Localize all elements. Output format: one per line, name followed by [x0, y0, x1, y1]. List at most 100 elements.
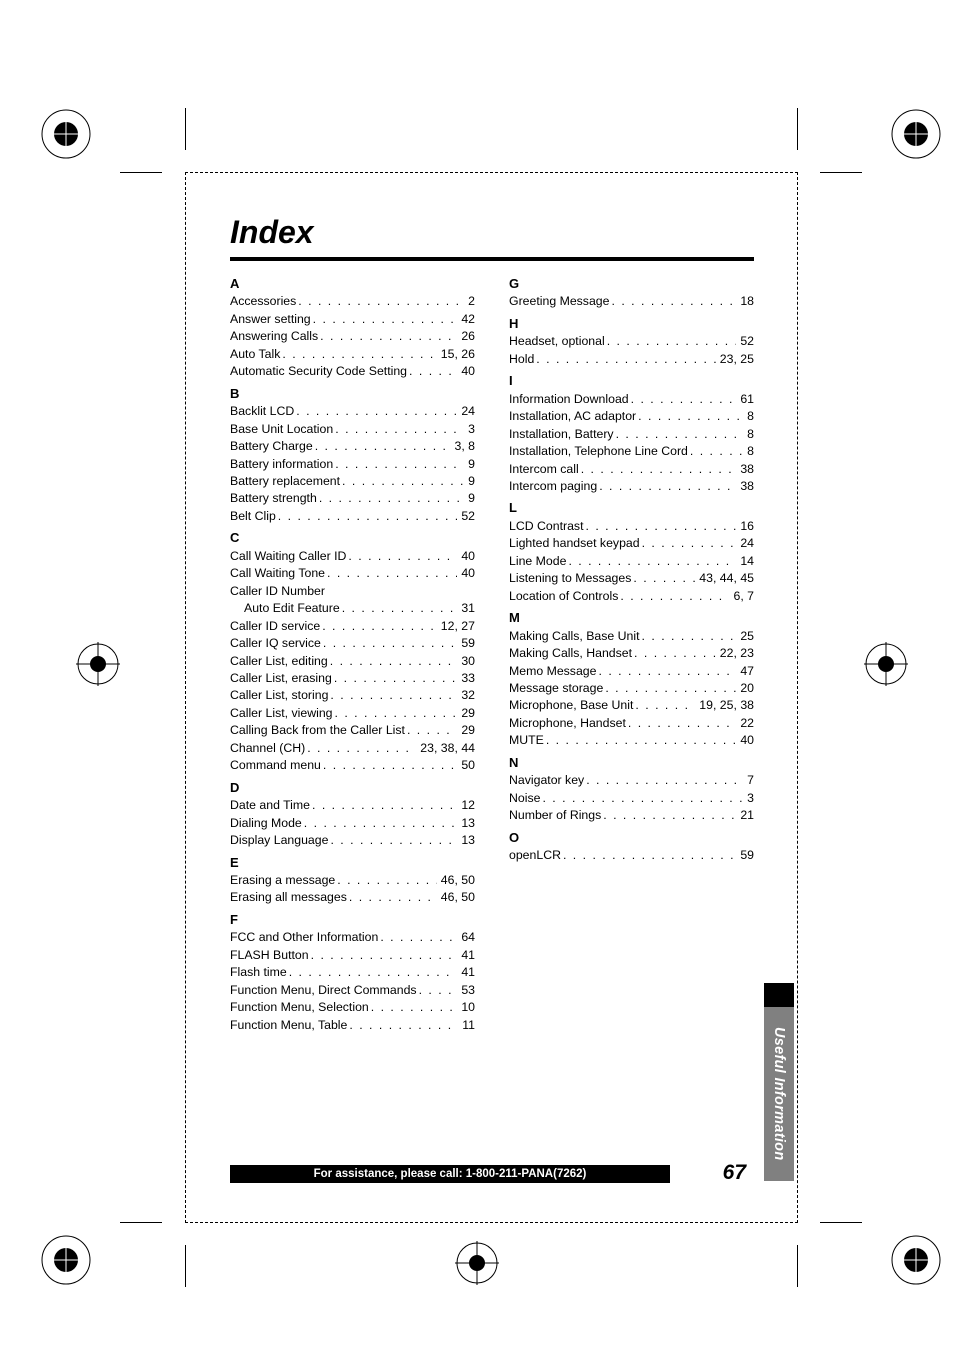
index-leader-dots	[305, 740, 416, 752]
index-entry-pages: 38	[740, 478, 754, 495]
index-section-header: H	[509, 315, 754, 333]
index-entry: Display Language13	[230, 832, 475, 849]
index-entry-pages: 15, 26	[441, 346, 475, 363]
index-entry-pages: 59	[740, 847, 754, 864]
index-leader-dots	[320, 618, 437, 630]
registration-mark-bottom-right	[890, 1234, 942, 1286]
index-leader-dots	[605, 333, 737, 345]
index-leader-dots	[596, 663, 736, 675]
index-leader-dots	[632, 645, 716, 657]
index-entry-label: Command menu	[230, 757, 321, 774]
index-entry-pages: 46, 50	[441, 872, 475, 889]
index-entry-pages: 6, 7	[733, 588, 754, 605]
index-leader-dots	[584, 772, 743, 784]
index-entry-pages: 46, 50	[441, 889, 475, 906]
registration-mark-mid-right	[862, 640, 910, 688]
index-entry: Belt Clip52	[230, 508, 475, 525]
crop-mark	[120, 172, 162, 173]
index-entry-pages: 23, 38, 44	[420, 740, 475, 757]
index-leader-dots	[407, 363, 457, 375]
index-entry: Caller ID Number	[230, 583, 475, 600]
index-entry-label: Channel (CH)	[230, 740, 305, 757]
index-entry: Line Mode14	[509, 553, 754, 570]
crop-mark	[797, 108, 798, 150]
index-entry-label: Listening to Messages	[509, 570, 631, 587]
index-leader-dots	[296, 293, 464, 305]
index-section-header: M	[509, 609, 754, 627]
index-entry-label: Memo Message	[509, 663, 596, 680]
index-entry-label: Greeting Message	[509, 293, 609, 310]
index-leader-dots	[369, 999, 458, 1011]
index-entry: Auto Talk15, 26	[230, 346, 475, 363]
index-entry-pages: 9	[468, 490, 475, 507]
index-entry-label: Installation, Battery	[509, 426, 614, 443]
index-entry-pages: 52	[740, 333, 754, 350]
index-entry: FLASH Button41	[230, 947, 475, 964]
index-leader-dots	[601, 807, 736, 819]
index-leader-dots	[294, 403, 457, 415]
index-leader-dots	[579, 461, 737, 473]
index-entry-label: Battery strength	[230, 490, 317, 507]
index-entry: Battery replacement9	[230, 473, 475, 490]
index-entry: Backlit LCD24	[230, 403, 475, 420]
index-leader-dots	[317, 490, 464, 502]
index-entry-label: Headset, optional	[509, 333, 605, 350]
index-entry-pages: 24	[740, 535, 754, 552]
title-underline	[230, 257, 754, 261]
index-entry-pages: 64	[461, 929, 475, 946]
index-entry: Caller List, editing 30	[230, 653, 475, 670]
index-leader-dots	[346, 548, 457, 560]
index-leader-dots	[636, 408, 743, 420]
index-entry-pages: 47	[740, 663, 754, 680]
index-leader-dots	[333, 705, 458, 717]
index-entry-label: Installation, Telephone Line Cord	[509, 443, 688, 460]
index-entry-pages: 8	[747, 426, 754, 443]
index-entry-label: Call Waiting Tone	[230, 565, 325, 582]
index-entry: Dialing Mode13	[230, 815, 475, 832]
index-leader-dots	[335, 872, 437, 884]
index-entry-pages: 20	[740, 680, 754, 697]
index-entry-label: Microphone, Base Unit	[509, 697, 633, 714]
index-entry-label: Answering Calls	[230, 328, 318, 345]
index-entry-label: Answer setting	[230, 311, 311, 328]
index-entry-pages: 30	[461, 653, 475, 670]
index-entry: Caller List, storing32	[230, 687, 475, 704]
index-entry: Microphone, Base Unit19, 25, 38	[509, 697, 754, 714]
index-entry: MUTE40	[509, 732, 754, 749]
index-entry-label: Function Menu, Direct Commands	[230, 982, 417, 999]
index-entry-pages: 31	[461, 600, 475, 617]
index-entry-label: Caller List, editing	[230, 653, 328, 670]
index-leader-dots	[333, 421, 464, 433]
index-leader-dots	[566, 553, 736, 565]
index-entry-pages: 3	[747, 790, 754, 807]
index-leader-dots	[347, 889, 437, 901]
index-section-header: I	[509, 372, 754, 390]
index-leader-dots	[417, 982, 458, 994]
index-section-header: O	[509, 829, 754, 847]
index-entry-pages: 8	[747, 408, 754, 425]
index-entry-label: LCD Contrast	[509, 518, 584, 535]
index-entry: Memo Message 47	[509, 663, 754, 680]
index-entry-label: FLASH Button	[230, 947, 309, 964]
index-entry-label: Auto Edit Feature	[244, 600, 340, 617]
index-entry-pages: 43, 44, 45	[699, 570, 754, 587]
index-entry-label: Base Unit Location	[230, 421, 333, 438]
index-leader-dots	[332, 670, 457, 682]
index-entry-pages: 10	[461, 999, 475, 1016]
index-entry: Automatic Security Code Setting40	[230, 363, 475, 380]
index-entry-label: Navigator key	[509, 772, 584, 789]
index-section-header: C	[230, 529, 475, 547]
index-leader-dots	[609, 293, 736, 305]
footer-bar: For assistance, please call: 1-800-211-P…	[230, 1165, 754, 1183]
index-entry: Function Menu, Selection10	[230, 999, 475, 1016]
index-entry-label: Calling Back from the Caller List	[230, 722, 405, 739]
crop-mark	[797, 1245, 798, 1287]
index-entry-pages: 11	[462, 1017, 475, 1034]
crop-mark	[185, 1245, 186, 1287]
index-entry: Battery information9	[230, 456, 475, 473]
index-entry-pages: 25	[740, 628, 754, 645]
index-entry-label: Making Calls, Base Unit	[509, 628, 640, 645]
index-entry: Location of Controls6, 7	[509, 588, 754, 605]
index-leader-dots	[280, 346, 436, 358]
index-entry-pages: 24	[461, 403, 475, 420]
